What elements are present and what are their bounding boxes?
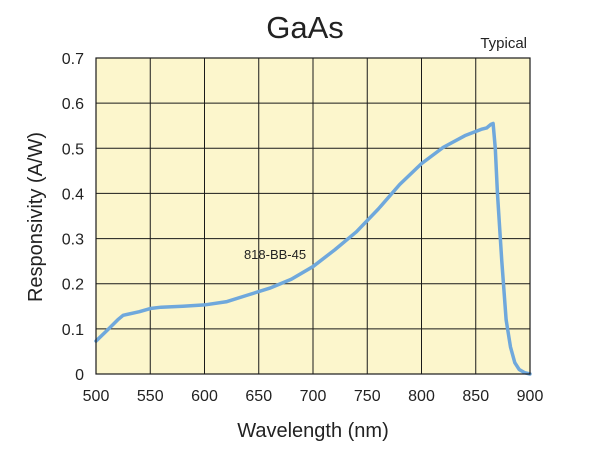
y-tick-label: 0.2 — [62, 277, 84, 294]
x-tick-label: 500 — [83, 388, 110, 405]
x-axis-label: Wavelength (nm) — [237, 420, 389, 442]
chart-subtitle: Typical — [480, 35, 527, 52]
x-tick-label: 550 — [137, 388, 164, 405]
plot-border — [95, 57, 531, 375]
y-tick-label: 0.4 — [62, 186, 84, 203]
y-tick-label: 0.3 — [62, 232, 84, 249]
chart-title: GaAs — [266, 10, 344, 45]
y-tick-label: 0.5 — [62, 141, 84, 158]
x-tick-label: 800 — [408, 388, 435, 405]
series-line — [94, 121, 532, 376]
x-tick-label: 700 — [300, 388, 327, 405]
annotations: 818-BB-45 — [244, 247, 306, 262]
x-tick-label: 600 — [191, 388, 218, 405]
plot-frame — [95, 57, 531, 375]
series-layer — [94, 121, 532, 376]
x-tick-label: 850 — [462, 388, 489, 405]
x-tick-label: 750 — [354, 388, 381, 405]
x-tick-label: 650 — [245, 388, 272, 405]
y-tick-label: 0.1 — [62, 322, 84, 339]
y-tick-label: 0.7 — [62, 51, 84, 68]
y-axis-label: Responsivity (A/W) — [25, 132, 47, 302]
series-annotation: 818-BB-45 — [244, 247, 306, 262]
x-tick-label: 900 — [517, 388, 544, 405]
y-tick-label: 0 — [75, 367, 84, 384]
x-tick-labels: 500 550 600 650 700 750 800 850 900 — [83, 388, 544, 405]
y-tick-labels: 0 0.1 0.2 0.3 0.4 0.5 0.6 0.7 — [62, 51, 84, 384]
y-tick-label: 0.6 — [62, 96, 84, 113]
